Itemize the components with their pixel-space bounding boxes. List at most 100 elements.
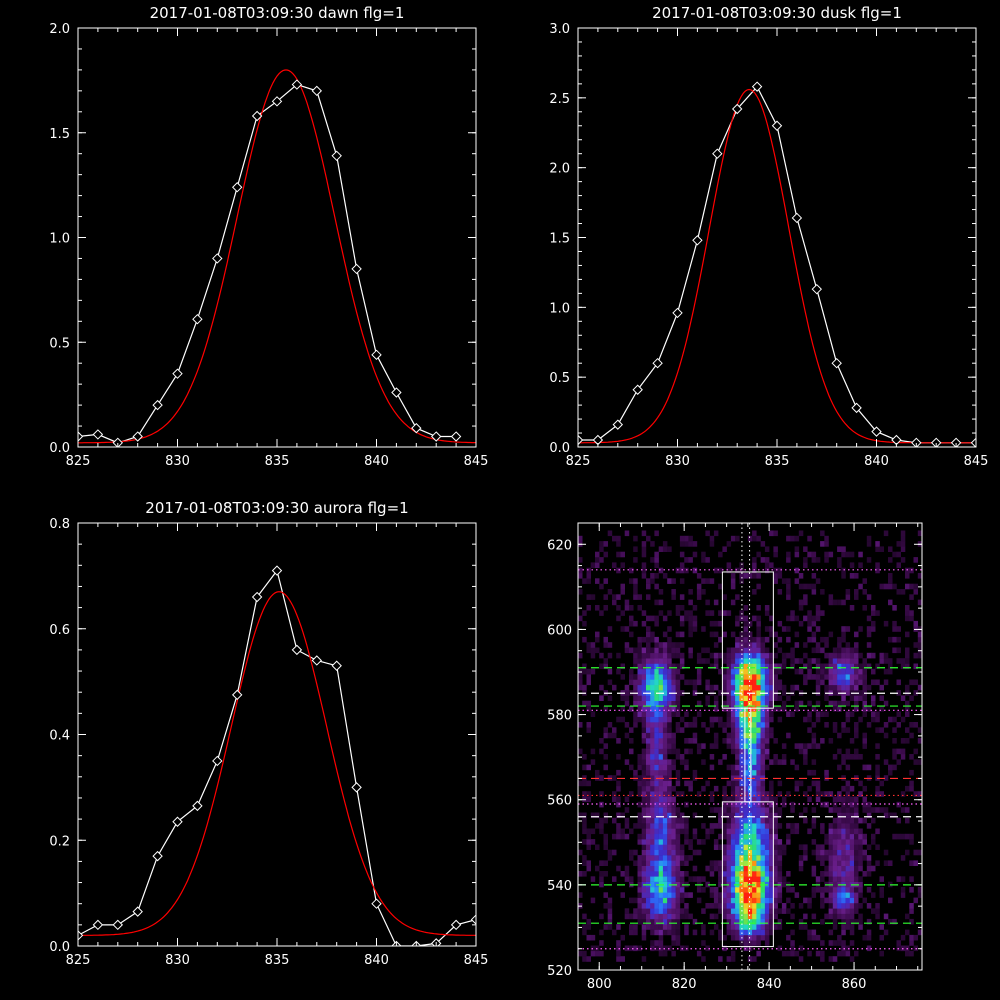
heatmap-cell [637,668,642,675]
heatmap-cell [679,876,685,882]
heatmap-cell [730,828,736,835]
heatmap-cell [701,743,706,749]
data-point-marker [331,660,342,671]
heatmap-cell [662,881,668,888]
heatmap-cell [883,929,889,936]
heatmap-cell [832,839,838,845]
heatmap-cell [671,817,676,824]
heatmap-cell [624,695,630,701]
heatmap-cell [646,594,651,600]
heatmap-cell [620,610,625,616]
heatmap-cell [599,871,604,877]
heatmap-cell [811,557,817,563]
heatmap-cell [582,924,587,930]
heatmap-cell [735,658,740,664]
heatmap-cell [646,796,651,803]
heatmap-cell [841,812,846,819]
heatmap-cell [837,642,842,648]
heatmap-cell [633,535,638,542]
heatmap-cell [662,775,668,781]
heatmap-cell [620,562,625,568]
heatmap-cell [811,929,817,936]
heatmap-cell [832,956,838,962]
heatmap-cell [726,956,732,962]
heatmap-cell [633,711,638,717]
heatmap-cell [854,695,859,701]
heatmap-cell [811,583,817,590]
heatmap-cell [713,839,719,845]
heatmap-cell [730,663,736,670]
heatmap-cell [769,860,774,866]
heatmap-cell [679,663,685,670]
heatmap-cell [849,897,855,904]
heatmap-cell [752,865,757,872]
heatmap-cell [599,738,604,744]
heatmap-cell [671,764,676,771]
heatmap-cell [815,785,821,792]
heatmap-cell [747,535,753,542]
heatmap-cell [849,844,855,850]
heatmap-cell [756,684,761,691]
heatmap-cell [743,647,749,654]
heatmap-cell [769,668,774,675]
heatmap-cell [764,567,770,574]
heatmap-cell [675,631,681,638]
heatmap-cell [752,642,757,648]
heatmap-cell [841,871,846,877]
heatmap-cell [612,833,617,840]
heatmap-cell [879,780,884,787]
heatmap-cell [743,876,749,882]
heatmap-cell [646,849,651,856]
heatmap-cell [811,674,817,680]
heatmap-cell [777,849,783,856]
y-tick-label: 0.5 [49,336,70,351]
heatmap-cell [760,557,766,563]
heatmap-cell [671,871,676,877]
heatmap-cell [662,812,668,819]
heatmap-cell [794,950,800,957]
heatmap-cell [777,812,783,819]
heatmap-cell [764,887,770,893]
heatmap-cell [777,855,783,861]
heatmap-cell [739,812,744,819]
heatmap-cell [684,817,689,824]
heatmap-cell [650,918,655,925]
heatmap-cell [905,950,910,957]
heatmap-cell [773,738,778,744]
heatmap-cell [624,759,630,765]
heatmap-cell [781,849,787,856]
heatmap-cell [905,684,910,691]
heatmap-cell [658,684,664,691]
heatmap-cell [662,929,668,936]
heatmap-cell [811,722,817,728]
heatmap-cell [582,578,587,584]
heatmap-cell [722,679,727,686]
heatmap-cell [650,663,655,670]
heatmap-cell [637,684,642,691]
heatmap-cell [726,839,732,845]
heatmap-cell [815,679,821,686]
heatmap-cell [612,594,617,600]
heatmap-cell [739,865,744,872]
heatmap-cell [832,887,838,893]
heatmap-cell [769,828,774,835]
heatmap-cell [667,796,672,803]
heatmap-cell [820,530,825,537]
heatmap-cell [832,679,838,686]
heatmap-cell [786,594,791,600]
heatmap-cell [756,887,761,893]
heatmap-cell [892,620,897,627]
heatmap-cell [824,839,829,845]
heatmap-cell [764,695,770,701]
heatmap-cell [726,722,732,728]
heatmap-cell [760,727,766,733]
heatmap-cell [777,844,783,850]
heatmap-cell [905,817,910,824]
heatmap-cell [637,759,642,765]
heatmap-cell [845,785,851,792]
heatmap-cell [743,940,749,946]
heatmap-cell [773,679,778,686]
heatmap-cell [862,732,867,739]
heatmap-cell [828,855,834,861]
heatmap-cell [654,759,659,765]
